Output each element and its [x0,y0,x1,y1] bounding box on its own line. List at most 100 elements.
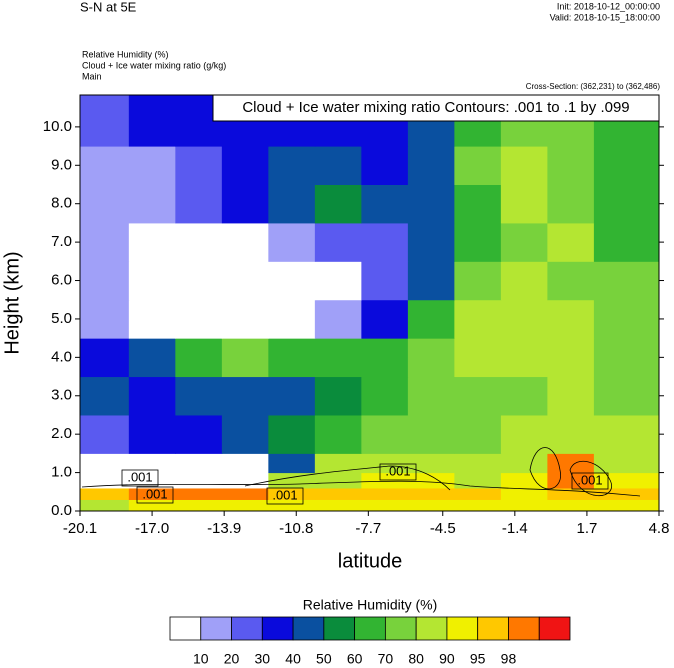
field-cell [221,146,269,185]
field-cell [407,472,455,489]
field-cell [175,222,223,262]
contour-label: .001 [127,469,152,484]
field-cell [80,222,130,262]
field-cell [547,338,595,378]
field-cell [361,222,409,262]
field-cell [593,222,660,262]
field-cell [268,184,316,224]
colorbar-label: 30 [255,651,271,667]
colorbar-box [477,616,509,641]
field-cell [593,261,660,301]
field-cell [361,299,409,339]
field-cell [361,472,409,489]
field-cell [593,146,660,185]
field-cell [547,487,595,500]
field-cell [500,299,548,339]
field-cell [593,184,660,224]
field-cell [454,499,502,512]
field-cell [128,453,176,474]
field-cell [547,299,595,339]
field-cell [175,414,223,454]
field-cell [128,261,176,301]
field-cell [221,499,269,512]
field-cell [593,453,660,474]
colorbar-box [538,616,571,641]
colorbar-label: 90 [439,651,455,667]
y-tick-label: 9.0 [51,156,72,173]
y-tick-label: 1.0 [51,464,72,481]
contour-label: .001 [385,463,410,478]
field-cell [175,376,223,416]
field-cell [361,184,409,224]
field-cell [593,472,660,489]
y-tick-label: 3.0 [51,387,72,404]
field-cell [407,146,455,185]
y-tick-label: 6.0 [51,271,72,288]
colorbar-label: 10 [193,651,209,667]
colorbar-box [292,616,325,641]
colorbar-title: Relative Humidity (%) [303,597,438,613]
field-cell [80,414,130,454]
field-cell [175,184,223,224]
field-cell [175,338,223,378]
field-cell [454,261,502,301]
field-cell [314,222,362,262]
field-cell [268,376,316,416]
field-cell [268,338,316,378]
field-cell [314,376,362,416]
field-cell [407,338,455,378]
field-cell [80,184,130,224]
field-cell [547,499,595,512]
field-cell [547,184,595,224]
field-cell [80,261,130,301]
colorbar-label: 40 [285,651,301,667]
field-cell [407,261,455,301]
field-cell [547,414,595,454]
field-cell [407,414,455,454]
field-cell [268,146,316,185]
contour-line [569,460,612,497]
colorbar-box [323,616,356,641]
field-cell [314,184,362,224]
field-cell [361,453,409,474]
field-cell [454,453,502,474]
field-cell [454,487,502,500]
field-cell [221,453,269,474]
colorbar-label: 80 [408,651,424,667]
field-cell [221,376,269,416]
field-cell [268,261,316,301]
field [80,95,660,512]
field-cell [128,499,176,512]
colorbar-box [231,616,263,641]
field-cell [80,338,130,378]
field-cell [175,299,223,339]
field-cell [593,499,660,512]
field-cell [175,499,223,512]
field-cell [221,487,269,500]
field-cell [547,222,595,262]
field-cell [314,453,362,474]
field-cell [314,472,362,489]
valid-time: Valid: 2018-10-15_18:00:00 [550,12,660,22]
y-tick-label: 7.0 [51,233,72,250]
x-tick-label: -13.9 [207,520,241,537]
field-cell [500,184,548,224]
field-cell [268,487,316,500]
field-cell [80,487,130,500]
field-cell [407,222,455,262]
field-cell [593,376,660,416]
x-tick-label: -20.1 [63,520,97,537]
field-cell [500,222,548,262]
field-cell [314,414,362,454]
field-cell [128,222,176,262]
field-cell [454,376,502,416]
colorbar-box [200,616,232,641]
field-cell [361,261,409,301]
field-cell [593,299,660,339]
field-cell [268,453,316,474]
field-cell [407,487,455,500]
field-cell [221,338,269,378]
contour-label-box [121,469,159,487]
field-cell [268,499,316,512]
